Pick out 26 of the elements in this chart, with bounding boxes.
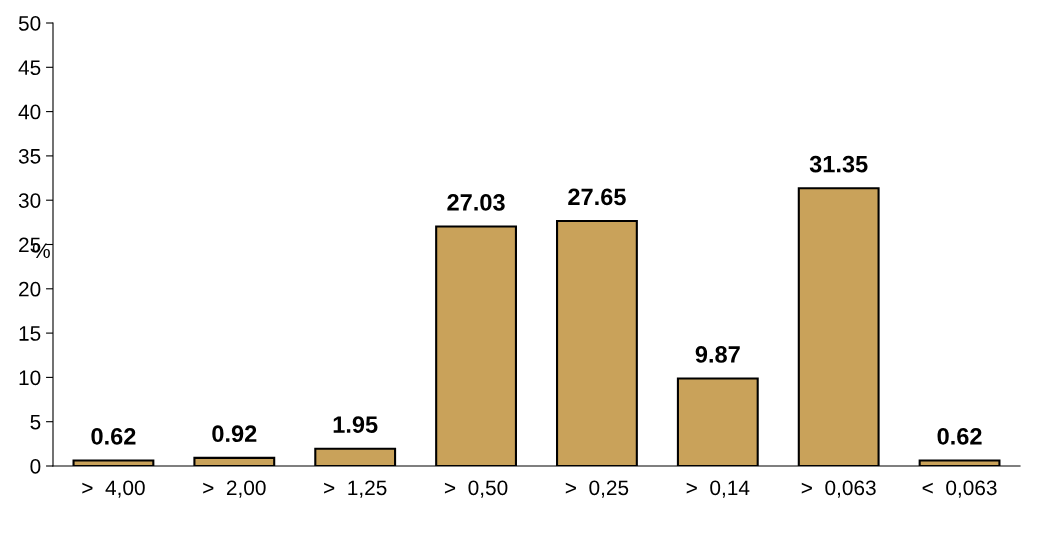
data-label: 31.35 [809,155,868,173]
y-tick-label: 50 [18,16,41,31]
y-tick-label: 15 [19,326,41,341]
y-tick-label: 10 [19,370,41,386]
data-label: 0.62 [937,428,982,445]
data-label: 1.95 [333,416,378,433]
x-tick-label: > 0,25 [565,480,629,498]
y-tick-label: 30 [18,193,41,208]
y-tick-label: 5 [30,414,41,430]
x-tick-label: > 1,25 [324,480,387,498]
y-tick-label: 45 [18,60,41,76]
x-tick-label: > 0,50 [444,480,508,498]
y-tick-label: 35 [18,148,41,164]
y-tick-label: 40 [18,104,41,120]
data-label: 9.87 [695,346,740,363]
data-label: 27.65 [568,188,626,206]
data-label: 27.03 [447,194,505,211]
x-tick-label: > 0,063 [801,480,876,498]
data-label: 0.62 [91,428,136,445]
y-tick-label: 20 [19,281,41,297]
x-tick-label: > 2,00 [203,480,266,498]
x-tick-label: > 4,00 [82,480,145,498]
x-tick-label: < 0,063 [922,480,997,498]
x-tick-label: > 0,14 [686,480,750,498]
data-label: 0.92 [212,425,257,443]
y-tick-label: 0 [30,459,41,474]
